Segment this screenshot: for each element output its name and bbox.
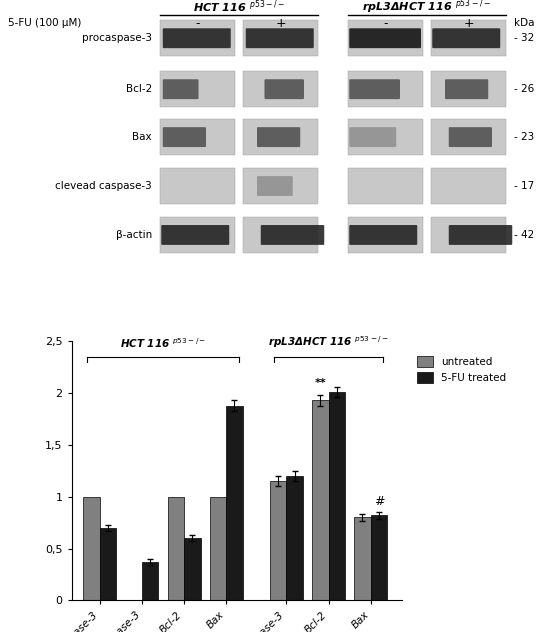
FancyBboxPatch shape: [265, 79, 304, 99]
Bar: [431, 71, 506, 107]
Text: rpL3ΔHCT 116 $^{p53 -/-}$: rpL3ΔHCT 116 $^{p53 -/-}$: [268, 334, 389, 349]
Text: Bax: Bax: [133, 132, 152, 142]
Bar: [142, 562, 158, 600]
Text: kDa: kDa: [514, 18, 535, 28]
Bar: [348, 20, 423, 56]
Bar: [431, 217, 506, 253]
Bar: [287, 476, 303, 600]
Bar: [243, 168, 318, 204]
Bar: [243, 20, 318, 56]
Bar: [160, 20, 235, 56]
Bar: [348, 168, 423, 204]
Text: 5-FU (100 μM): 5-FU (100 μM): [8, 18, 81, 28]
FancyBboxPatch shape: [349, 79, 400, 99]
FancyBboxPatch shape: [257, 127, 300, 147]
FancyBboxPatch shape: [257, 176, 293, 196]
Bar: [431, 119, 506, 155]
Bar: [270, 481, 287, 600]
Text: **: **: [315, 378, 326, 388]
Bar: [243, 217, 318, 253]
FancyBboxPatch shape: [432, 28, 500, 48]
Bar: [100, 528, 116, 600]
Text: - 42: - 42: [514, 230, 534, 240]
Bar: [328, 392, 345, 600]
FancyBboxPatch shape: [349, 225, 417, 245]
Bar: [184, 538, 201, 600]
FancyBboxPatch shape: [449, 127, 492, 147]
FancyBboxPatch shape: [261, 225, 324, 245]
Text: #: #: [373, 495, 384, 508]
Bar: [431, 20, 506, 56]
Bar: [160, 71, 235, 107]
Bar: [348, 217, 423, 253]
Bar: [160, 119, 235, 155]
FancyBboxPatch shape: [349, 28, 421, 48]
Bar: [431, 168, 506, 204]
Bar: [243, 119, 318, 155]
FancyBboxPatch shape: [445, 79, 488, 99]
Text: rpL3ΔHCT 116 $^{p53-/-}$: rpL3ΔHCT 116 $^{p53-/-}$: [362, 0, 492, 16]
Text: clevead caspase-3: clevead caspase-3: [55, 181, 152, 191]
Text: HCT 116 $^{p53 -/-}$: HCT 116 $^{p53 -/-}$: [120, 336, 206, 349]
Bar: [160, 217, 235, 253]
Text: - 32: - 32: [514, 33, 534, 43]
Text: +: +: [463, 17, 474, 30]
Text: -: -: [195, 17, 200, 30]
Bar: [83, 497, 100, 600]
Text: procaspase-3: procaspase-3: [82, 33, 152, 43]
Bar: [371, 516, 387, 600]
Text: -: -: [383, 17, 388, 30]
FancyBboxPatch shape: [449, 225, 512, 245]
FancyBboxPatch shape: [163, 127, 206, 147]
Bar: [210, 497, 226, 600]
Text: - 23: - 23: [514, 132, 534, 142]
Text: Bcl-2: Bcl-2: [126, 84, 152, 94]
Bar: [312, 400, 328, 600]
Bar: [243, 71, 318, 107]
Text: β-actin: β-actin: [116, 230, 152, 240]
Bar: [160, 168, 235, 204]
Text: HCT 116 $^{p53-/-}$: HCT 116 $^{p53-/-}$: [193, 0, 285, 15]
Text: +: +: [275, 17, 286, 30]
FancyBboxPatch shape: [161, 225, 229, 245]
FancyBboxPatch shape: [246, 28, 313, 48]
FancyBboxPatch shape: [163, 79, 199, 99]
Text: - 17: - 17: [514, 181, 534, 191]
Text: - 26: - 26: [514, 84, 534, 94]
Bar: [348, 119, 423, 155]
Bar: [168, 497, 184, 600]
Bar: [348, 71, 423, 107]
Bar: [354, 518, 371, 600]
Legend: untreated, 5-FU treated: untreated, 5-FU treated: [413, 351, 511, 387]
FancyBboxPatch shape: [163, 28, 231, 48]
Bar: [226, 406, 243, 600]
FancyBboxPatch shape: [349, 127, 396, 147]
